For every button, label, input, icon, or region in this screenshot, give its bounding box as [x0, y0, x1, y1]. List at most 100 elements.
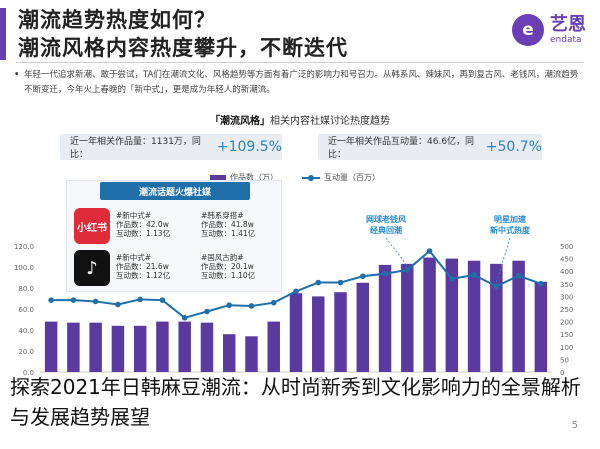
chart-title: 「潮流风格」相关内容社媒讨论热度趋势 [0, 112, 600, 127]
social-panel-header: 潮流话题火爆社媒 [100, 182, 250, 200]
point-interaction-1 [70, 297, 77, 303]
point-interaction-22 [538, 281, 544, 287]
stat-interact-pct: +50.7% [485, 139, 542, 155]
bar-works-0 [44, 321, 58, 372]
annotation-new-chinese-line-1: 新中式热度 [490, 225, 531, 235]
y-right-tick-label: 250 [560, 306, 573, 314]
bar-works-22 [534, 281, 548, 372]
bar-works-5 [156, 321, 169, 372]
xhs-topic-a-name: #新中式# [116, 211, 152, 220]
logo-en-text: endata [550, 34, 582, 45]
point-interaction-14 [359, 273, 366, 280]
xhs-topic-b-works: 作品数：41.8w [201, 220, 254, 229]
title-accent-bar [0, 8, 6, 60]
bar-works-8 [222, 334, 236, 372]
bar-works-18 [445, 258, 459, 372]
annotation-new-chinese-line-0: 明星加速 [494, 214, 526, 224]
point-interaction-0 [48, 297, 54, 303]
point-interaction-12 [315, 279, 322, 286]
bar-works-7 [200, 322, 214, 372]
bar-works-3 [111, 325, 125, 372]
xhs-topic-a: #新中式# 作品数：42.0w 互动数：1.13亿 [116, 211, 170, 238]
bar-works-20 [490, 263, 503, 372]
logo-mark-icon: e [512, 14, 544, 46]
y-right-tick-label: 450 [560, 256, 573, 264]
point-interaction-2 [92, 298, 99, 305]
chart-title-bold: 「潮流风格」 [210, 116, 270, 127]
y-left-tick-label: 60.0 [18, 306, 34, 314]
point-interaction-5 [159, 297, 166, 303]
y-right-tick-label: 350 [560, 281, 573, 289]
douyin-topic-a-interact: 互动数：1.12亿 [116, 271, 171, 280]
point-interaction-18 [449, 275, 455, 282]
bar-works-14 [356, 282, 370, 372]
logo-cn-text: 艺恩 [550, 13, 586, 35]
point-interaction-19 [471, 272, 477, 278]
bar-works-21 [512, 260, 525, 372]
y-right-tick-label: 150 [560, 331, 573, 339]
y-right-tick-label: 0 [560, 369, 564, 377]
douyin-topic-b-interact: 互动数：1.10亿 [201, 271, 256, 280]
point-interaction-6 [181, 315, 188, 321]
douyin-topic-a-name: #新中式# [116, 253, 152, 262]
y-left-tick-label: 80.0 [18, 285, 34, 293]
legend-line: 互动量（百万） [302, 172, 380, 183]
xiaohongshu-icon: 小红书 [74, 208, 110, 244]
page-number: 5 [571, 420, 578, 431]
point-interaction-8 [226, 302, 233, 309]
page-title: 潮流趋势热度如何？ 潮流风格内容热度攀升，不断迭代 [18, 6, 348, 62]
title-line-2: 潮流风格内容热度攀升，不断迭代 [18, 36, 348, 60]
annotation-old-money-leader [385, 237, 408, 267]
y-left-tick-label: 100.0 [14, 264, 34, 272]
douyin-topic-b-works: 作品数：20.1w [201, 262, 254, 271]
annotation-old-money-line-1: 经典回潮 [370, 225, 402, 235]
legend-line-swatch [302, 174, 320, 181]
annotation-old-money-line-0: 网球老钱风 [366, 214, 406, 224]
y-left-tick-label: 20.0 [18, 348, 34, 356]
point-interaction-9 [248, 303, 255, 309]
xhs-topic-a-works: 作品数：42.0w [116, 220, 169, 229]
overlay-caption: 探索2021年日韩麻豆潮流：从时尚新秀到文化影响力的全景解析与发展趋势展望 [10, 375, 581, 429]
bar-works-15 [378, 264, 392, 372]
y-left-tick-label: 0.0 [23, 369, 34, 377]
legend-bar-swatch [210, 174, 226, 181]
legend-bar: 作品数（万） [210, 172, 278, 183]
summary-text: 年轻一代追求新潮、敢于尝试，TA们在潮流文化、风格趋势等方面有着广泛的影响力和号… [24, 70, 579, 95]
bullet-dot-icon: • [14, 70, 20, 80]
xhs-topic-b-interact: 互动数：1.41亿 [201, 229, 256, 238]
y-left-tick-label: 120.0 [14, 243, 34, 251]
douyin-topic-b: #国风古韵# 作品数：20.1w 互动数：1.10亿 [201, 253, 255, 280]
point-interaction-3 [115, 301, 121, 308]
legend-line-label: 互动量（百万） [324, 173, 380, 182]
xhs-topic-b: #韩系穿搭# 作品数：41.8w 互动数：1.41亿 [201, 211, 255, 238]
bar-works-2 [89, 322, 102, 372]
point-interaction-4 [137, 296, 143, 303]
point-interaction-17 [426, 248, 433, 254]
point-interaction-10 [270, 299, 277, 306]
bar-works-17 [423, 257, 436, 372]
point-interaction-15 [382, 270, 388, 277]
y-right-tick-label: 100 [560, 344, 573, 352]
point-interaction-21 [515, 272, 522, 279]
point-interaction-11 [293, 288, 299, 295]
brand-logo: e 艺恩 endata [512, 14, 586, 46]
point-interaction-7 [204, 308, 210, 315]
stat-interact: 近一年相关作品互动量：46.6亿，同比： +50.7% [318, 134, 542, 160]
douyin-topic-a-works: 作品数：21.6w [116, 262, 169, 271]
point-interaction-16 [404, 267, 411, 273]
douyin-icon: ♪ [74, 250, 110, 286]
y-left-tick-label: 40.0 [18, 327, 34, 335]
douyin-topic-a: #新中式# 作品数：21.6w 互动数：1.12亿 [116, 253, 170, 280]
y-right-tick-label: 300 [560, 293, 573, 301]
xhs-topic-b-name: #韩系穿搭# [201, 211, 244, 220]
chart-title-rest: 相关内容社媒讨论热度趋势 [270, 116, 390, 127]
bar-works-11 [289, 293, 303, 372]
title-line-1: 潮流趋势热度如何？ [18, 8, 216, 32]
stat-interact-label: 近一年相关作品互动量：46.6亿，同比： [328, 137, 475, 160]
bar-works-6 [178, 321, 191, 372]
y-right-tick-label: 400 [560, 268, 573, 276]
bar-works-13 [334, 292, 347, 372]
stat-works: 近一年相关作品量：1131万，同比： +109.5% [60, 134, 282, 160]
stat-works-pct: +109.5% [216, 139, 282, 155]
y-right-tick-label: 200 [560, 319, 573, 327]
